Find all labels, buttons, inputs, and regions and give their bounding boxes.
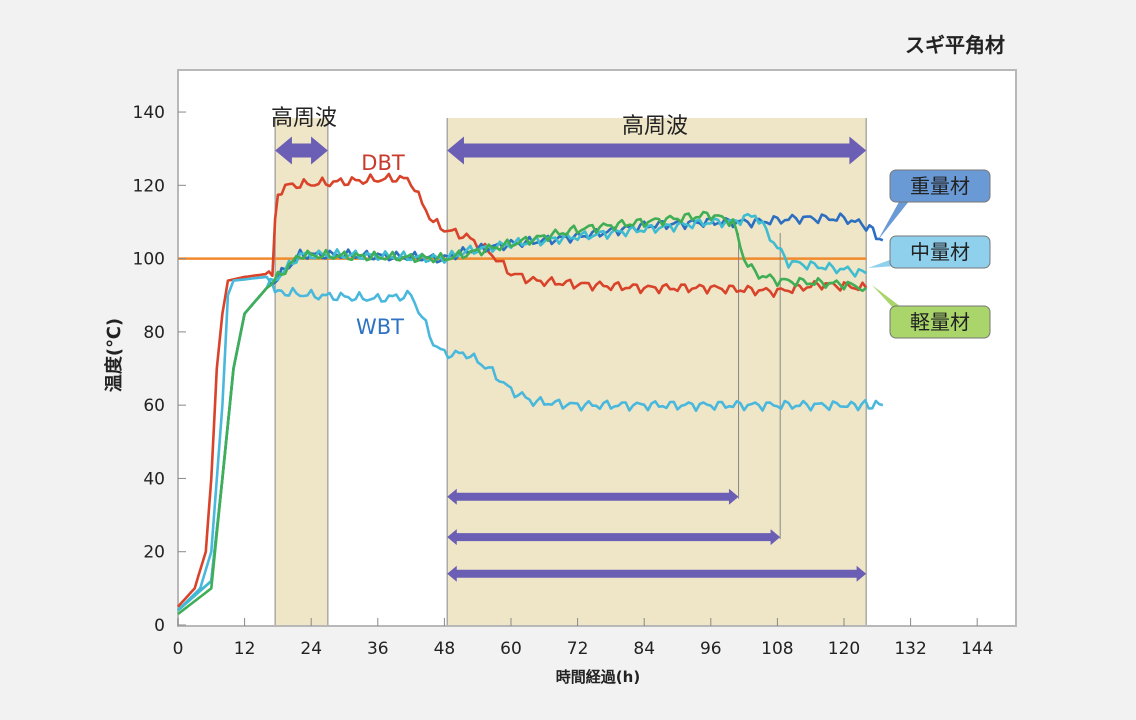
legend-medium-label: 中量材 bbox=[910, 240, 970, 264]
legend-light-label: 軽量材 bbox=[910, 310, 970, 334]
legend-heavy-label: 重量材 bbox=[910, 174, 970, 198]
dbt-label: DBT bbox=[361, 151, 405, 175]
y-tick-label: 0 bbox=[154, 616, 165, 636]
series-line-2 bbox=[177, 275, 884, 612]
period-arrow-2 bbox=[447, 136, 867, 165]
x-tick-label: 132 bbox=[894, 639, 926, 659]
x-tick-label: 0 bbox=[173, 639, 184, 659]
wbt-label: WBT bbox=[356, 315, 404, 339]
period-label-2: 高周波 bbox=[622, 114, 688, 139]
y-tick-label: 40 bbox=[143, 469, 165, 489]
y-tick-label: 80 bbox=[143, 323, 165, 343]
period-label-1: 高周波 bbox=[271, 106, 337, 131]
series-line-1 bbox=[177, 172, 868, 608]
x-tick-label: 120 bbox=[828, 639, 860, 659]
series-line-4 bbox=[177, 212, 867, 612]
y-tick-label: 20 bbox=[143, 543, 165, 563]
shaded-period-2 bbox=[447, 118, 867, 625]
period-arrow-1 bbox=[275, 136, 328, 165]
x-axis-label: 時間経過(h) bbox=[556, 668, 640, 686]
x-tick-label: 12 bbox=[234, 639, 256, 659]
y-axis-label: 温度(℃) bbox=[103, 318, 125, 392]
y-tick-label: 120 bbox=[133, 176, 165, 196]
x-tick-label: 48 bbox=[434, 639, 456, 659]
chart-title: スギ平角材 bbox=[905, 33, 1005, 57]
legend-medium: 中量材 bbox=[868, 235, 991, 269]
y-tick-label: 60 bbox=[143, 396, 165, 416]
legend-heavy: 重量材 bbox=[878, 169, 991, 240]
x-tick-label: 144 bbox=[961, 639, 993, 659]
x-tick-label: 96 bbox=[700, 639, 722, 659]
x-tick-label: 108 bbox=[761, 639, 793, 659]
x-tick-label: 84 bbox=[633, 639, 655, 659]
duration-arrow-1 bbox=[447, 488, 739, 505]
y-tick-label: 140 bbox=[133, 103, 165, 123]
x-tick-label: 36 bbox=[367, 639, 389, 659]
x-tick-label: 60 bbox=[500, 639, 522, 659]
legend-light: 軽量材 bbox=[872, 285, 991, 339]
shaded-period-1 bbox=[275, 118, 328, 625]
duration-arrow-2 bbox=[447, 529, 781, 546]
series-line-5 bbox=[177, 210, 867, 616]
x-tick-label: 24 bbox=[300, 639, 322, 659]
duration-arrow-3 bbox=[447, 565, 867, 582]
x-tick-label: 72 bbox=[567, 639, 589, 659]
y-tick-label: 100 bbox=[133, 250, 165, 270]
